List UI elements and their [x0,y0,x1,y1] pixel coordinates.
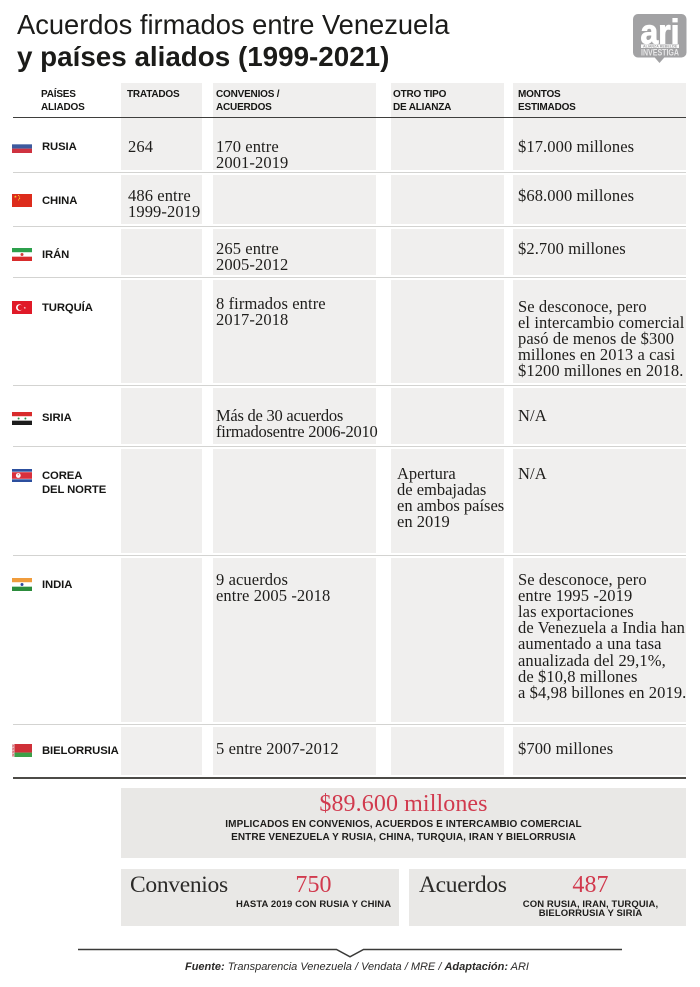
svg-text:ALIANZA REBELDE: ALIANZA REBELDE [643,45,678,49]
svg-text:INVESTIGA: INVESTIGA [641,48,680,58]
